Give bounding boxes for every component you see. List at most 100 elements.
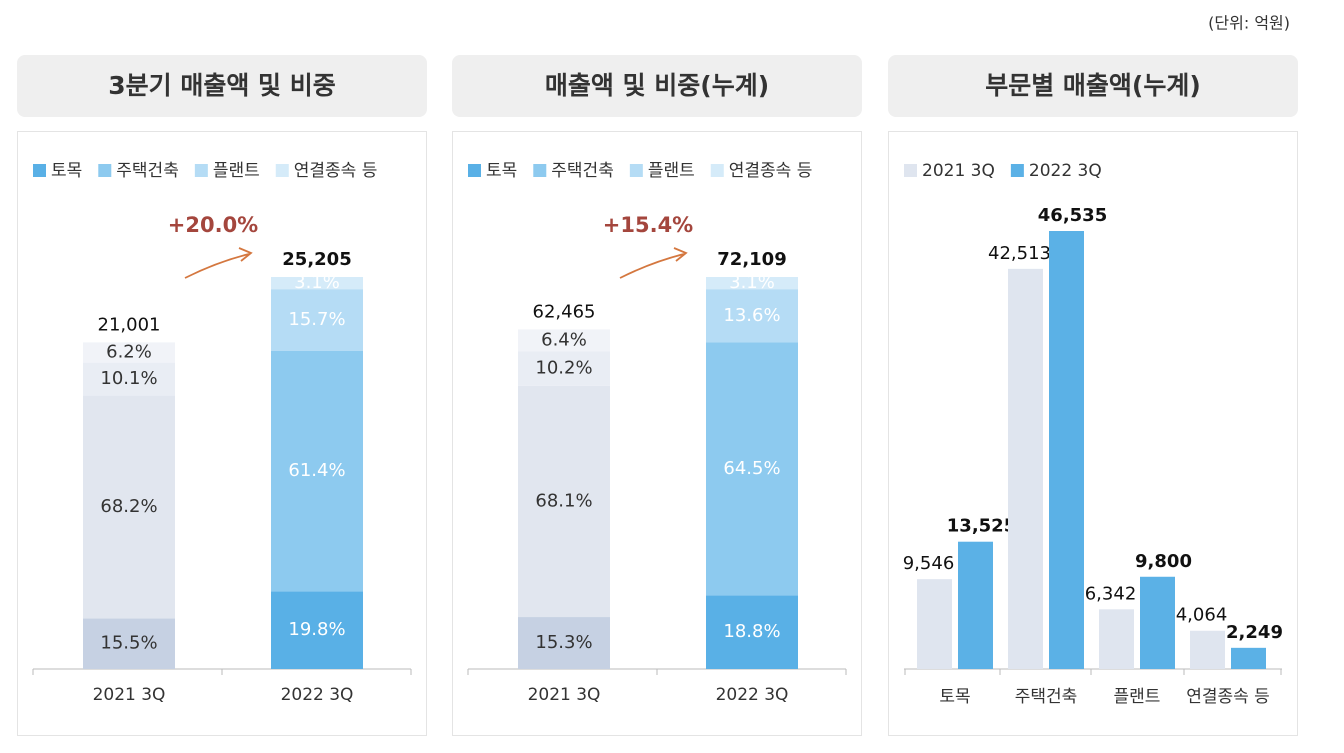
bar-segment xyxy=(706,342,798,596)
bar-segment xyxy=(706,289,798,343)
bar xyxy=(958,541,993,669)
x-tick-label: 주택건축 xyxy=(1015,687,1078,707)
bar-segment xyxy=(83,395,175,619)
x-tick-label: 2021 3Q xyxy=(93,685,166,705)
segment-label: 10.2% xyxy=(535,357,592,378)
x-tick-label: 2021 3Q xyxy=(528,685,601,705)
segment-label: 10.1% xyxy=(100,368,157,389)
growth-arrow xyxy=(619,253,685,279)
segment-label: 13.6% xyxy=(723,305,780,326)
x-tick-label: 2022 3Q xyxy=(281,685,354,705)
segment-label: 3.1% xyxy=(294,272,340,293)
legend-swatch xyxy=(98,164,112,177)
segment-label: 61.4% xyxy=(288,460,345,481)
segment-label: 19.8% xyxy=(288,619,345,640)
legend-label: 연결종속 등 xyxy=(729,161,813,181)
x-tick-label: 토목 xyxy=(939,687,970,707)
panel-title: 매출액 및 비중(누계) xyxy=(545,71,769,100)
legend-label: 주택건축 xyxy=(116,161,179,181)
bar xyxy=(1231,647,1266,669)
x-tick-label: 연결종속 등 xyxy=(1186,687,1270,707)
bar-segment xyxy=(83,342,175,363)
growth-label: +15.4% xyxy=(603,213,693,237)
panel-frame xyxy=(17,131,427,736)
legend-label: 플랜트 xyxy=(648,161,695,181)
growth-arrowhead xyxy=(238,247,253,262)
bar-segment xyxy=(706,277,798,290)
value-label: 46,535 xyxy=(1038,205,1107,226)
segment-label: 15.5% xyxy=(100,633,157,654)
panel: 부문별 매출액(누계) 2021 3Q 2022 3Q 9,546 13,525 토목 42… xyxy=(888,55,1298,736)
legend-swatch xyxy=(468,164,481,177)
legend-swatch xyxy=(904,164,917,177)
growth-label: +20.0% xyxy=(168,213,258,237)
bar-segment xyxy=(518,351,610,386)
segment-label: 68.1% xyxy=(535,490,592,511)
x-tick-label: 플랜트 xyxy=(1114,687,1161,707)
panel-frame xyxy=(888,131,1298,736)
bar xyxy=(1190,630,1225,669)
legend-swatch xyxy=(33,164,46,177)
segment-label: 15.3% xyxy=(535,632,592,653)
legend-label: 토목 xyxy=(486,161,517,181)
bar-segment xyxy=(271,277,363,290)
legend-label: 토목 xyxy=(51,161,82,181)
bar-segment xyxy=(83,362,175,396)
x-tick-label: 2022 3Q xyxy=(716,685,789,705)
bar xyxy=(1049,231,1084,669)
segment-label: 6.2% xyxy=(106,342,152,363)
value-label: 6,342 xyxy=(1085,583,1137,604)
panel-frame xyxy=(452,131,862,736)
bar-segment xyxy=(518,329,610,352)
segment-label: 6.4% xyxy=(541,329,587,350)
legend-label: 주택건축 xyxy=(551,161,614,181)
growth-arrowhead xyxy=(673,247,688,262)
segment-label: 15.7% xyxy=(288,309,345,330)
total-label: 21,001 xyxy=(98,314,161,335)
total-label: 72,109 xyxy=(717,249,786,270)
legend-swatch xyxy=(533,164,547,177)
bar-segment xyxy=(271,591,363,669)
panel-header xyxy=(17,55,427,117)
bar-segment xyxy=(706,595,798,669)
unit-label: (단위: 억원) xyxy=(1208,14,1290,33)
legend-label: 2021 3Q xyxy=(922,161,995,181)
value-label: 42,513 xyxy=(988,243,1051,264)
value-label: 9,546 xyxy=(903,553,955,574)
bar xyxy=(1008,268,1043,669)
legend-swatch xyxy=(194,164,208,177)
segment-label: 68.2% xyxy=(100,496,157,517)
legend-label: 플랜트 xyxy=(213,161,260,181)
bar xyxy=(917,579,952,669)
legend-swatch xyxy=(629,164,643,177)
value-label: 9,800 xyxy=(1135,551,1192,572)
legend-label: 2022 3Q xyxy=(1029,161,1102,181)
bar-segment xyxy=(271,350,363,592)
segment-label: 18.8% xyxy=(723,621,780,642)
value-label: 4,064 xyxy=(1176,605,1228,626)
bar xyxy=(1140,576,1175,669)
bar-segment xyxy=(271,289,363,351)
value-label: 2,249 xyxy=(1226,622,1283,643)
panel-title: 부문별 매출액(누계) xyxy=(985,71,1201,100)
bar-segment xyxy=(83,618,175,669)
panel-header xyxy=(452,55,862,117)
bar-segment xyxy=(518,385,610,618)
panel-header xyxy=(888,55,1298,117)
legend-label: 연결종속 등 xyxy=(294,161,378,181)
legend-swatch xyxy=(710,164,724,177)
legend-swatch xyxy=(275,164,289,177)
legend-swatch xyxy=(1010,164,1024,177)
value-label: 13,525 xyxy=(947,516,1016,537)
growth-arrow xyxy=(184,253,250,279)
bar xyxy=(1099,609,1134,669)
total-label: 62,465 xyxy=(533,301,596,322)
bar-segment xyxy=(518,617,610,669)
segment-label: 3.1% xyxy=(729,272,775,293)
total-label: 25,205 xyxy=(282,249,351,270)
segment-label: 64.5% xyxy=(723,458,780,479)
panel-title: 3분기 매출액 및 비중 xyxy=(108,71,336,100)
panel: 매출액 및 비중(누계) 토목 주택건축 플랜트 연결종속 등 15.3% 68.1% 10.… xyxy=(452,55,862,736)
